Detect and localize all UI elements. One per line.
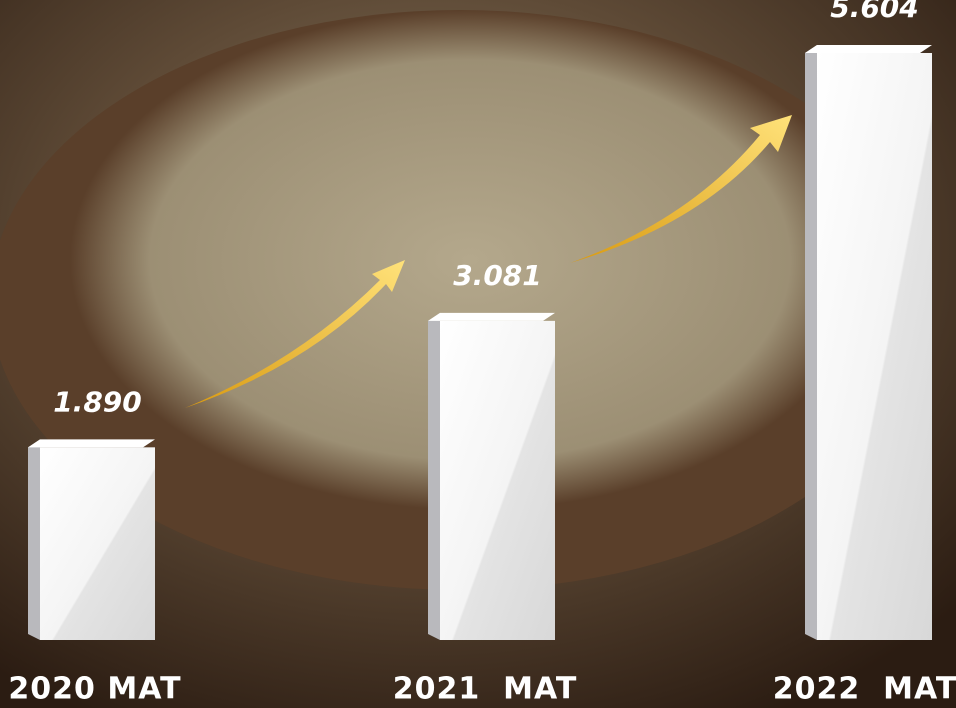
bar <box>817 53 932 640</box>
value-label: 3.081 <box>453 259 542 292</box>
bar-side <box>28 439 40 640</box>
bar <box>40 447 155 640</box>
spread <box>70 10 870 510</box>
bar-top <box>805 45 932 53</box>
bars: 1.890 2020 MAT 3.081 2021 MAT 5.604 2022 MAT <box>8 0 956 707</box>
x-tick-label: 2021 MAT <box>393 672 578 707</box>
arrow <box>570 115 792 263</box>
arrow <box>185 260 405 408</box>
value-label: 5.604 <box>830 0 919 24</box>
bar-top <box>428 312 555 321</box>
bar-top <box>28 439 155 448</box>
x-tick-label: 2022 MAT <box>773 672 956 707</box>
bar <box>440 320 555 640</box>
bar-side <box>428 312 440 640</box>
x-tick-label: 2020 MAT <box>8 672 181 707</box>
value-label: 1.890 <box>53 385 142 418</box>
bar-side <box>805 45 817 640</box>
